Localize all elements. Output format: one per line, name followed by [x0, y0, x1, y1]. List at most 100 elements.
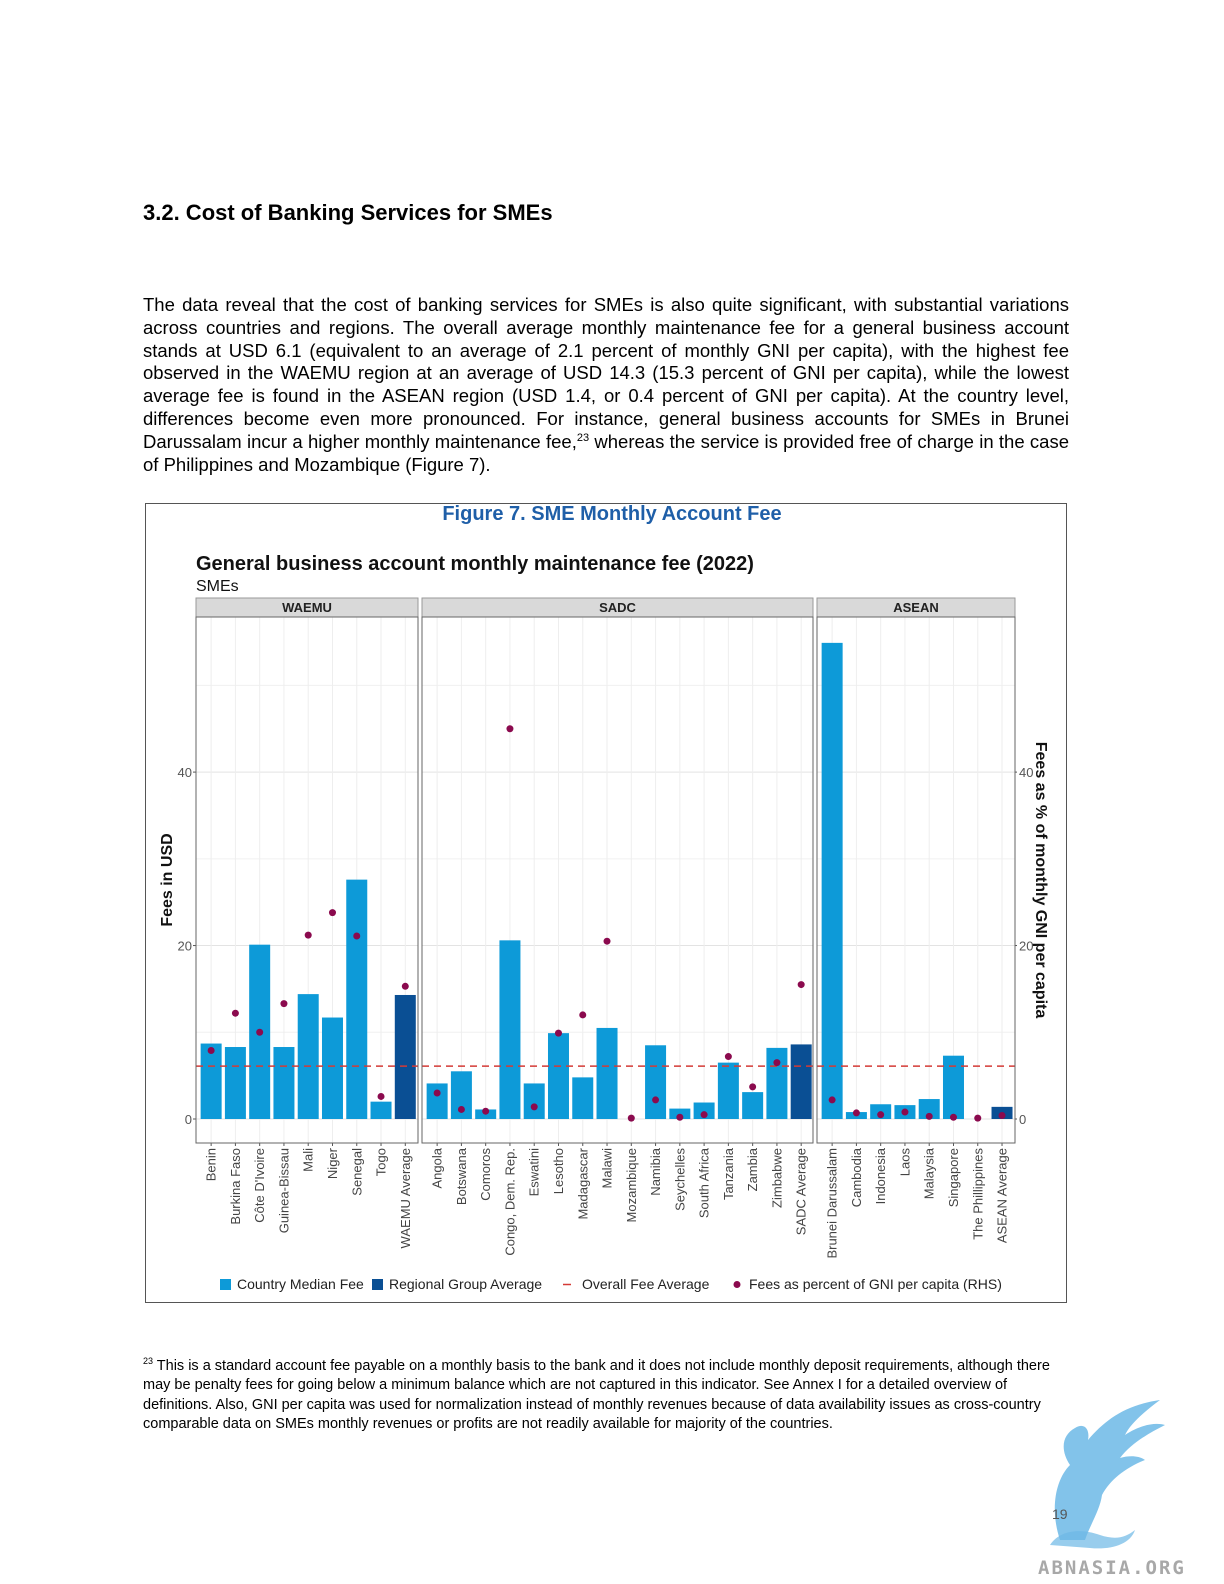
gni-point — [901, 1108, 909, 1116]
x-tick-label: Namibia — [648, 1147, 663, 1195]
x-tick-label: Zimbabwe — [769, 1148, 784, 1208]
bar — [394, 994, 416, 1119]
x-tick-label: Eswatini — [527, 1148, 542, 1197]
bar — [717, 1062, 739, 1119]
panel-label: ASEAN — [893, 600, 939, 615]
gni-point — [974, 1114, 982, 1122]
legend-swatch — [733, 1281, 741, 1288]
x-tick-label: WAEMU Average — [398, 1148, 413, 1248]
bar — [821, 642, 843, 1119]
watermark-text: ABNASIA.ORG — [1038, 1557, 1186, 1579]
x-tick-label: Madagascar — [575, 1147, 590, 1219]
y-axis-label: Fees in USD — [159, 833, 176, 926]
body-paragraph: The data reveal that the cost of banking… — [143, 294, 1069, 476]
x-tick-label: Seychelles — [672, 1148, 687, 1211]
gni-point — [231, 1009, 239, 1017]
bar — [572, 1077, 594, 1119]
gni-point — [998, 1112, 1006, 1120]
panel-border — [816, 616, 1016, 1144]
chart-legend: Country Median Fee Regional Group Average… — [220, 1276, 1002, 1292]
y2-axis-label: Fees as % of monthly GNI per capita — [1032, 742, 1049, 1019]
x-tick-label: Guinea-Bissau — [276, 1148, 291, 1233]
gni-point — [579, 1011, 587, 1019]
panel-border — [195, 616, 419, 1144]
bar — [742, 1092, 764, 1119]
legend-label: Overall Fee Average — [582, 1276, 710, 1292]
x-tick-label: Malawi — [600, 1148, 615, 1189]
y-tick-label: 20 — [178, 939, 192, 954]
bar — [370, 1101, 392, 1119]
y2-tick-label: 0 — [1019, 1112, 1026, 1127]
y-tick-label: 0 — [185, 1112, 192, 1127]
gni-point — [506, 725, 514, 733]
x-tick-label: Botswana — [454, 1147, 469, 1205]
paragraph-text-after: whereas the service is provided free of … — [143, 430, 1069, 475]
gni-point — [700, 1111, 708, 1119]
y-tick-label: 40 — [178, 765, 192, 780]
bar — [596, 1027, 618, 1119]
fee-bar-chart: General business account monthly mainten… — [159, 553, 1049, 1292]
x-tick-label: Tanzania — [721, 1147, 736, 1200]
y2-tick-label: 20 — [1019, 939, 1033, 954]
figure-frame — [145, 503, 1067, 1303]
bar — [499, 940, 521, 1119]
bar — [523, 1083, 545, 1119]
x-tick-label: Zambia — [745, 1147, 760, 1191]
x-tick-label: Angola — [430, 1147, 445, 1188]
panel-label: WAEMU — [282, 600, 332, 615]
gni-point — [925, 1112, 933, 1120]
page-number: 19 — [1052, 1506, 1068, 1522]
panel-background — [817, 617, 1015, 1143]
legend-swatch — [220, 1279, 231, 1290]
panel-label: SADC — [599, 600, 636, 615]
gni-point — [353, 932, 361, 940]
bar — [273, 1047, 295, 1119]
gni-point — [724, 1053, 732, 1061]
gni-point — [852, 1109, 860, 1117]
x-tick-label: Côte D'Ivoire — [252, 1148, 267, 1223]
x-tick-label: Mali — [301, 1148, 316, 1172]
x-tick-label: Congo, Dem. Rep. — [502, 1148, 517, 1256]
gni-point — [377, 1092, 385, 1100]
gni-point — [256, 1028, 264, 1036]
gni-point — [207, 1046, 215, 1054]
gni-point — [280, 1000, 288, 1008]
x-tick-label: Malaysia — [922, 1147, 937, 1199]
gni-point — [554, 1029, 562, 1037]
x-tick-label: Benin — [204, 1148, 219, 1181]
x-tick-label: Cambodia — [849, 1147, 864, 1207]
x-tick-label: Singapore — [946, 1148, 961, 1207]
gni-point — [949, 1113, 957, 1121]
gni-point — [797, 981, 805, 989]
figure-caption: Figure 7. SME Monthly Account Fee — [442, 503, 782, 525]
bar — [321, 1017, 343, 1119]
bar — [450, 1071, 472, 1119]
griffin-logo-icon — [1050, 1400, 1165, 1549]
gni-point — [652, 1096, 660, 1104]
x-tick-label: Comoros — [478, 1148, 493, 1201]
section-heading: 3.2. Cost of Banking Services for SMEs — [143, 200, 553, 225]
x-tick-label: South Africa — [697, 1147, 712, 1218]
bar — [693, 1102, 715, 1119]
x-tick-label: SADC Average — [794, 1148, 809, 1235]
gni-point — [401, 982, 409, 990]
chart-plot-area: 0 0 20 20 40 40 WAEMU Benin Burkina Faso Côte D'I… — [178, 597, 1033, 1259]
gni-point — [676, 1113, 684, 1121]
gni-point — [457, 1105, 465, 1113]
chart-subtitle: SMEs — [196, 578, 239, 595]
bar — [645, 1045, 667, 1119]
x-tick-label: Burkina Faso — [228, 1148, 243, 1225]
bar — [346, 879, 368, 1119]
bar — [918, 1099, 940, 1119]
bar — [224, 1047, 246, 1119]
x-tick-label: Senegal — [349, 1148, 364, 1196]
x-tick-label: Brunei Darussalam — [825, 1148, 840, 1259]
gni-point — [530, 1103, 538, 1111]
x-tick-label: Togo — [374, 1148, 389, 1176]
gni-point — [304, 931, 312, 939]
footnote: 23 This is a standard account fee payabl… — [143, 1357, 1063, 1434]
gni-point — [877, 1111, 885, 1119]
gni-point — [433, 1089, 441, 1097]
footnote-reference[interactable]: 23 — [576, 431, 590, 444]
gni-point — [482, 1107, 490, 1115]
